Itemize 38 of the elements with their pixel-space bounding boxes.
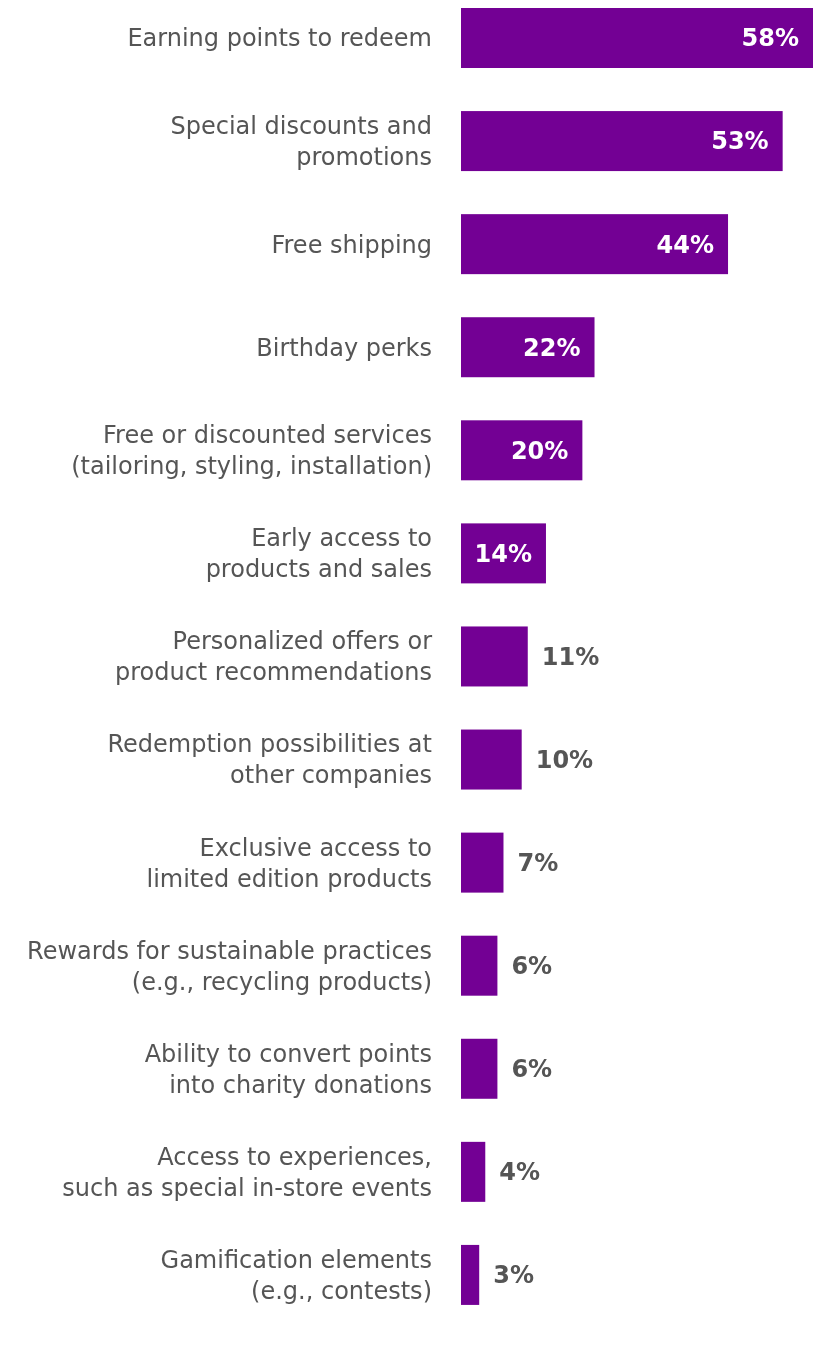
y-tick-label: Free shipping [271, 230, 432, 259]
y-tick-label: Special discounts and promotions [170, 111, 432, 171]
y-tick-label: Gamification elements (e.g., contests) [160, 1245, 432, 1305]
bar [461, 935, 498, 996]
y-tick-label: Personalized offers or product recommendations [114, 627, 433, 687]
data-label: 22% [523, 333, 581, 362]
bar [461, 317, 595, 378]
y-tick-label: Exclusive access to limited edition products [146, 833, 432, 893]
y-tick-label: Redemption possibilities at other companies [107, 730, 432, 790]
data-label: 11% [541, 642, 600, 671]
bar [461, 214, 729, 275]
y-tick-label: Rewards for sustainable practices (e.g., recycling products) [27, 936, 432, 996]
data-label: 44% [656, 230, 715, 259]
data-label: 3% [493, 1261, 534, 1290]
y-tick-label: Earning points to redeem [127, 24, 432, 53]
bar [461, 1244, 480, 1305]
data-label: 6% [511, 952, 553, 981]
y-tick-label: Access to experiences, such as special in-store events [62, 1142, 432, 1202]
bar [461, 111, 783, 172]
data-label: 58% [741, 24, 799, 53]
y-tick-label: Ability to convert points into charity donations [144, 1039, 432, 1099]
bar [461, 1141, 486, 1202]
data-label: 14% [474, 539, 532, 568]
data-label: 6% [511, 1055, 553, 1084]
data-label: 53% [711, 127, 769, 156]
data-label: 4% [499, 1158, 541, 1187]
y-tick-label: Early access to products and sales [205, 524, 432, 584]
bar [461, 729, 522, 790]
y-tick-label: Free or discounted services (tailoring, styling, installation) [71, 421, 432, 481]
bar [461, 420, 583, 481]
data-label: 20% [510, 436, 569, 465]
data-label: 7% [517, 849, 559, 878]
bar [461, 832, 504, 893]
y-tick-label: Birthday perks [256, 333, 432, 362]
bar [461, 8, 813, 68]
data-label: 10% [535, 745, 594, 774]
bar [461, 626, 528, 687]
bar [461, 1038, 498, 1099]
